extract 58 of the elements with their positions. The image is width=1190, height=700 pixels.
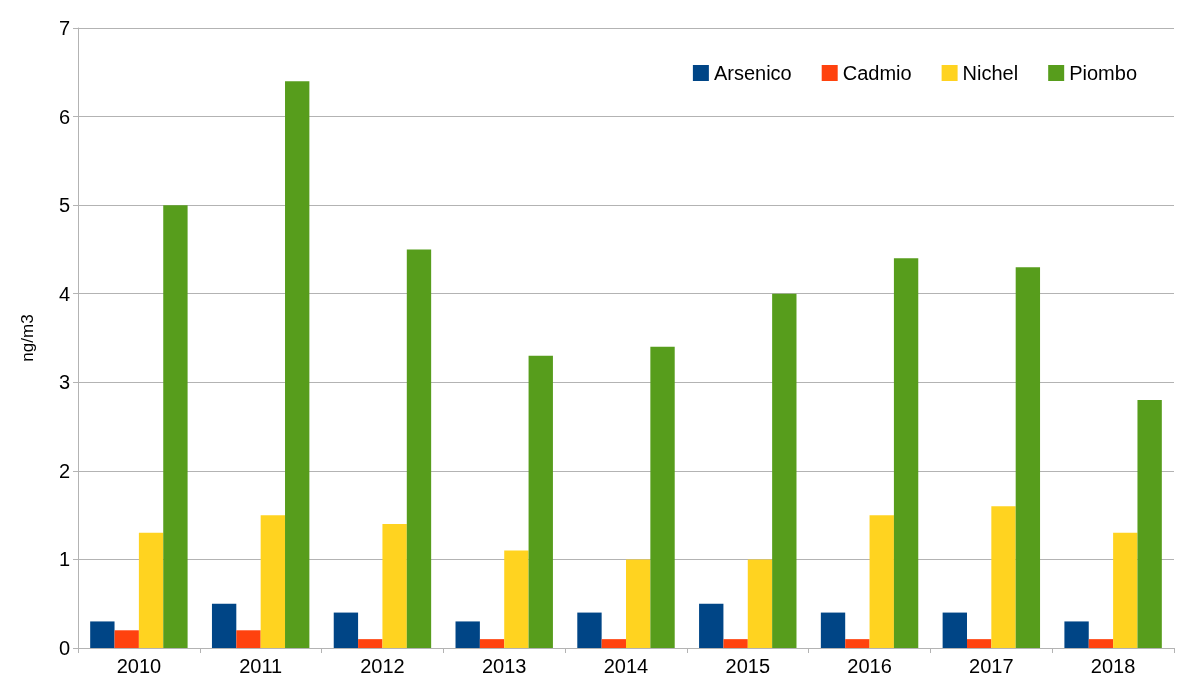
bar	[236, 630, 261, 648]
bar	[479, 639, 505, 648]
bar	[333, 612, 359, 648]
legend-label: Piombo	[1069, 62, 1137, 84]
bar	[285, 81, 310, 648]
bar	[1015, 267, 1041, 648]
x-tick-label: 2013	[481, 655, 527, 677]
legend-label: Nichel	[962, 62, 1019, 84]
bar	[406, 249, 432, 648]
x-tick-label: 2015	[725, 655, 771, 677]
bar	[577, 612, 602, 648]
x-tick-label: 2010	[116, 655, 162, 677]
bar	[893, 258, 919, 648]
y-tick-label: 6	[58, 105, 70, 128]
bar	[1064, 621, 1089, 648]
bar	[1088, 639, 1114, 648]
y-tick-label: 7	[58, 17, 70, 39]
bar	[1137, 400, 1162, 648]
bar	[650, 346, 675, 648]
y-tick-label: 0	[58, 637, 70, 659]
bar	[699, 603, 724, 648]
bar	[626, 559, 651, 648]
bar	[114, 630, 139, 648]
bar	[772, 293, 797, 648]
y-axis-title: ng/m3	[18, 314, 37, 362]
bar	[382, 524, 407, 648]
bar	[163, 205, 188, 648]
bar	[528, 355, 553, 648]
bar	[747, 559, 773, 648]
y-tick-label: 1	[58, 548, 70, 571]
x-tick-label: 2016	[847, 655, 892, 677]
bar	[455, 621, 480, 648]
bar	[90, 621, 115, 648]
bar	[991, 506, 1016, 648]
y-tick-label: 3	[58, 371, 70, 394]
bar	[966, 639, 992, 648]
x-tick-label: 2014	[603, 655, 649, 677]
x-tick-label: 2018	[1090, 655, 1136, 677]
bar	[601, 639, 626, 648]
bar	[138, 532, 164, 648]
legend-label: Cadmio	[842, 62, 912, 84]
bar	[723, 639, 748, 648]
bar	[1113, 532, 1138, 648]
legend-label: Arsenico	[713, 62, 792, 84]
x-tick-label: 2012	[360, 655, 405, 677]
bar	[845, 639, 870, 648]
y-tick-label: 5	[58, 194, 70, 217]
y-tick-label: 4	[58, 282, 70, 305]
bar	[869, 515, 894, 648]
y-tick-label: 2	[58, 459, 70, 482]
bar	[211, 603, 237, 648]
bar	[504, 550, 529, 648]
bar	[260, 515, 286, 648]
bar	[942, 612, 967, 648]
x-tick-label: 2017	[969, 655, 1014, 677]
x-tick-label: 2011	[239, 655, 283, 677]
bar	[358, 639, 383, 648]
bar	[820, 612, 846, 648]
